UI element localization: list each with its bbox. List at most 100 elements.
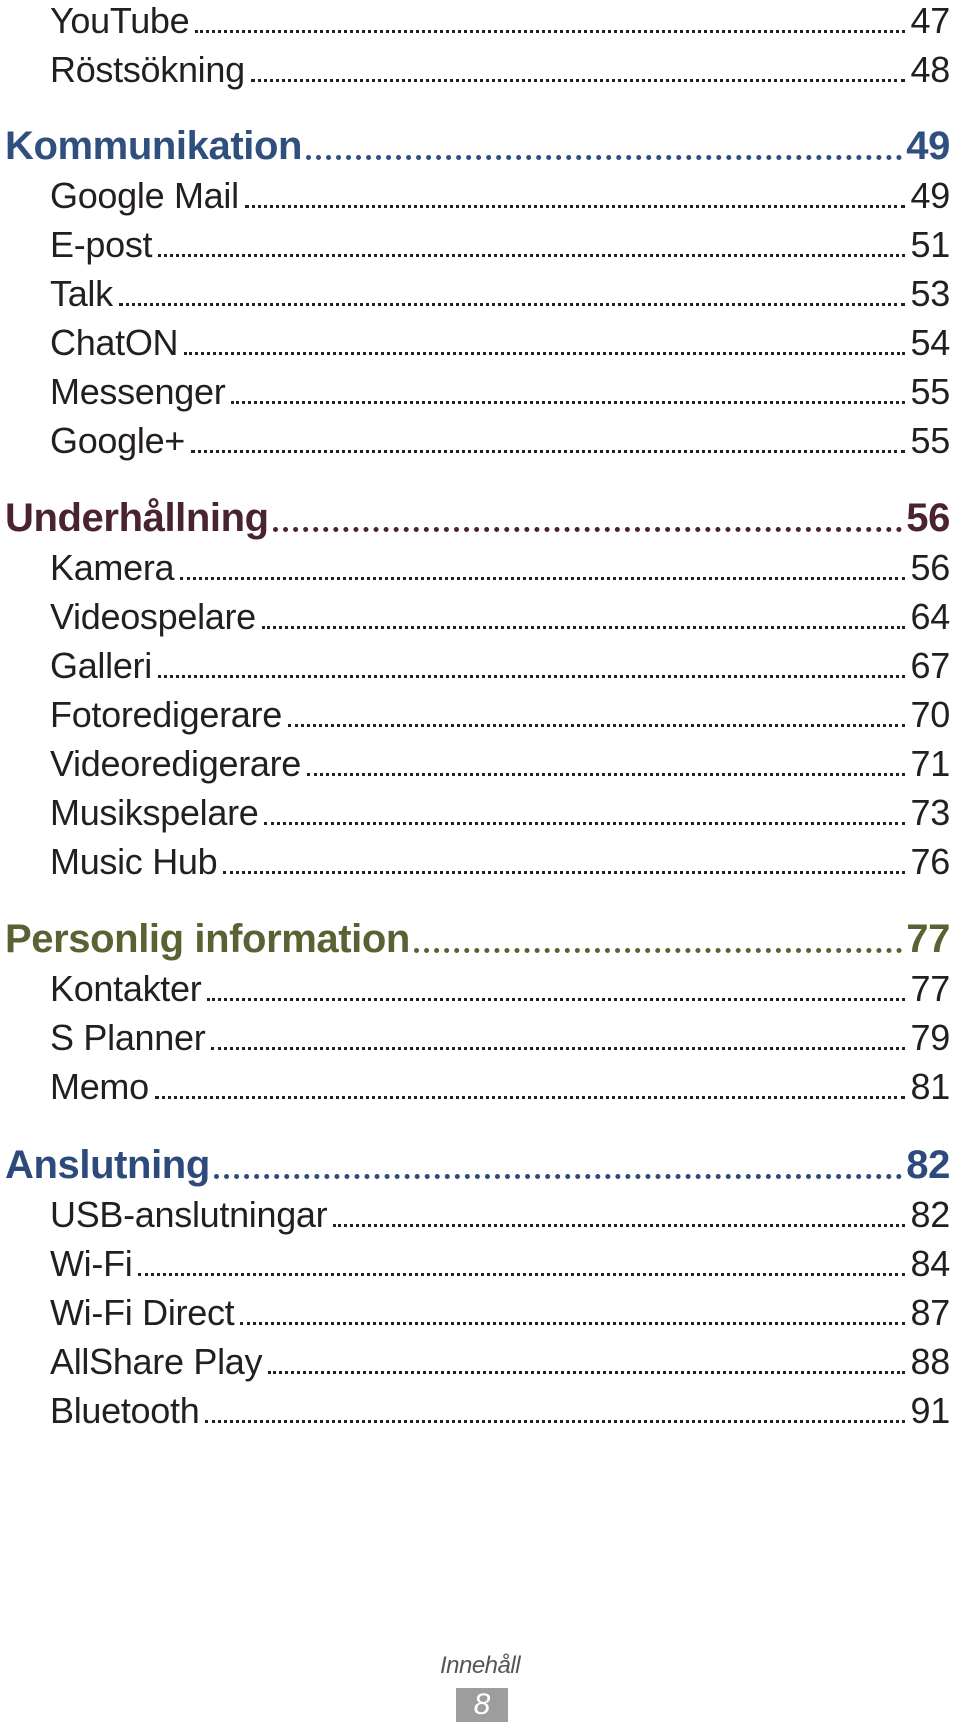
dot-leader	[158, 221, 905, 269]
toc-section-page: 49	[906, 124, 950, 168]
dot-leader	[244, 172, 905, 220]
dot-leader	[205, 1387, 905, 1435]
toc-entry-title: Kamera	[50, 547, 175, 588]
dot-leader	[413, 911, 903, 967]
toc-entry-messenger[interactable]: Messenger 55	[50, 368, 950, 416]
toc-entry-title: Fotoredigerare	[50, 694, 282, 735]
toc-entry-kamera[interactable]: Kamera 56	[50, 544, 950, 592]
dot-leader	[138, 1240, 905, 1288]
dot-leader	[154, 1063, 905, 1111]
dot-leader	[272, 490, 903, 546]
toc-entry-title: Wi-Fi Direct	[50, 1292, 235, 1333]
toc-entry-memo[interactable]: Memo 81	[50, 1063, 950, 1111]
toc-entry-title: Messenger	[50, 371, 226, 412]
toc-section-page: 82	[906, 1143, 950, 1187]
toc-entry-page: 87	[910, 1292, 951, 1333]
toc-entry-allshare-play[interactable]: AllShare Play 88	[50, 1338, 950, 1386]
toc-section-title: Anslutning	[5, 1143, 210, 1187]
toc-entry-title: Musikspelare	[50, 792, 259, 833]
toc-entry-page: 71	[910, 743, 951, 784]
toc-entry-chaton[interactable]: ChatON 54	[50, 319, 950, 367]
toc-entry-rostsokning[interactable]: Röstsökning 48	[50, 46, 950, 94]
toc-entry-videoredigerare[interactable]: Videoredigerare 71	[50, 740, 950, 788]
toc-entry-youtube[interactable]: YouTube 47	[50, 0, 950, 45]
toc-entry-title: Google+	[50, 420, 186, 461]
toc-entry-page: 70	[910, 694, 951, 735]
toc-entry-page: 49	[910, 175, 951, 216]
toc-entry-google-mail[interactable]: Google Mail 49	[50, 172, 950, 220]
toc-entry-page: 91	[910, 1390, 951, 1431]
toc-entry-title: Kontakter	[50, 968, 202, 1009]
toc-entry-google-plus[interactable]: Google+ 55	[50, 417, 950, 465]
dot-leader	[195, 0, 905, 45]
toc-entry-title: Videospelare	[50, 596, 256, 637]
toc-section-title: Personlig information	[5, 917, 410, 961]
toc-entry-kontakter[interactable]: Kontakter 77	[50, 965, 950, 1013]
toc-entry-music-hub[interactable]: Music Hub 76	[50, 838, 950, 886]
toc-entry-title: E-post	[50, 224, 153, 265]
toc-entry-page: 54	[910, 322, 951, 363]
dot-leader	[211, 1014, 905, 1062]
dot-leader	[261, 593, 905, 641]
toc-entry-page: 88	[910, 1341, 951, 1382]
dot-leader	[118, 270, 905, 318]
toc-entry-page: 56	[910, 547, 951, 588]
dot-leader	[157, 642, 905, 690]
dot-leader	[180, 544, 905, 592]
toc-entry-title: AllShare Play	[50, 1341, 263, 1382]
dot-leader	[213, 1137, 903, 1193]
toc-entry-title: Wi-Fi	[50, 1243, 133, 1284]
toc-entry-title: USB-anslutningar	[50, 1194, 328, 1235]
toc-entry-page: 51	[910, 224, 951, 265]
toc-entry-page: 47	[910, 0, 951, 41]
toc-section-anslutning[interactable]: Anslutning 82	[5, 1137, 950, 1193]
toc-entry-title: Memo	[50, 1066, 149, 1107]
toc-section-page: 56	[906, 496, 950, 540]
toc-entry-page: 77	[910, 968, 951, 1009]
toc-entry-page: 79	[910, 1017, 951, 1058]
toc-entry-title: Music Hub	[50, 841, 218, 882]
toc-entry-page: 81	[910, 1066, 951, 1107]
toc-entry-page: 67	[910, 645, 951, 686]
dot-leader	[184, 319, 905, 367]
toc-section-title: Underhållning	[5, 496, 269, 540]
toc-entry-e-post[interactable]: E-post 51	[50, 221, 950, 269]
toc-entry-title: S Planner	[50, 1017, 206, 1058]
toc-entry-wi-fi[interactable]: Wi-Fi 84	[50, 1240, 950, 1288]
toc-entry-page: 55	[910, 371, 951, 412]
dot-leader	[333, 1191, 905, 1239]
toc-section-kommunikation[interactable]: Kommunikation 49	[5, 118, 950, 174]
toc-entry-title: Google Mail	[50, 175, 239, 216]
toc-entry-page: 84	[910, 1243, 951, 1284]
toc-entry-title: YouTube	[50, 0, 190, 41]
toc-entry-fotoredigerare[interactable]: Fotoredigerare 70	[50, 691, 950, 739]
toc-entry-page: 48	[910, 49, 951, 90]
toc-entry-galleri[interactable]: Galleri 67	[50, 642, 950, 690]
toc-section-underhallning[interactable]: Underhållning 56	[5, 490, 950, 546]
dot-leader	[191, 417, 905, 465]
toc-entry-page: 55	[910, 420, 951, 461]
toc-section-personlig-information[interactable]: Personlig information 77	[5, 911, 950, 967]
toc-entry-usb-anslutningar[interactable]: USB-anslutningar 82	[50, 1191, 950, 1239]
toc-entry-wi-fi-direct[interactable]: Wi-Fi Direct 87	[50, 1289, 950, 1337]
dot-leader	[306, 118, 903, 174]
footer-section-label: Innehåll	[439, 1652, 521, 1679]
toc-entry-page: 76	[910, 841, 951, 882]
dot-leader	[287, 691, 905, 739]
toc-entry-page: 73	[910, 792, 951, 833]
toc-entry-videospelare[interactable]: Videospelare 64	[50, 593, 950, 641]
toc-entry-page: 82	[910, 1194, 951, 1235]
dot-leader	[307, 740, 905, 788]
toc-entry-bluetooth[interactable]: Bluetooth 91	[50, 1387, 950, 1435]
toc-section-page: 77	[906, 917, 950, 961]
dot-leader	[223, 838, 905, 886]
toc-entry-title: Videoredigerare	[50, 743, 302, 784]
toc-entry-musikspelare[interactable]: Musikspelare 73	[50, 789, 950, 837]
toc-entry-s-planner[interactable]: S Planner 79	[50, 1014, 950, 1062]
dot-leader	[264, 789, 905, 837]
toc-entry-talk[interactable]: Talk 53	[50, 270, 950, 318]
dot-leader	[250, 46, 905, 94]
page-number-badge: 8	[456, 1688, 508, 1722]
dot-leader	[231, 368, 905, 416]
toc-entry-title: ChatON	[50, 322, 179, 363]
